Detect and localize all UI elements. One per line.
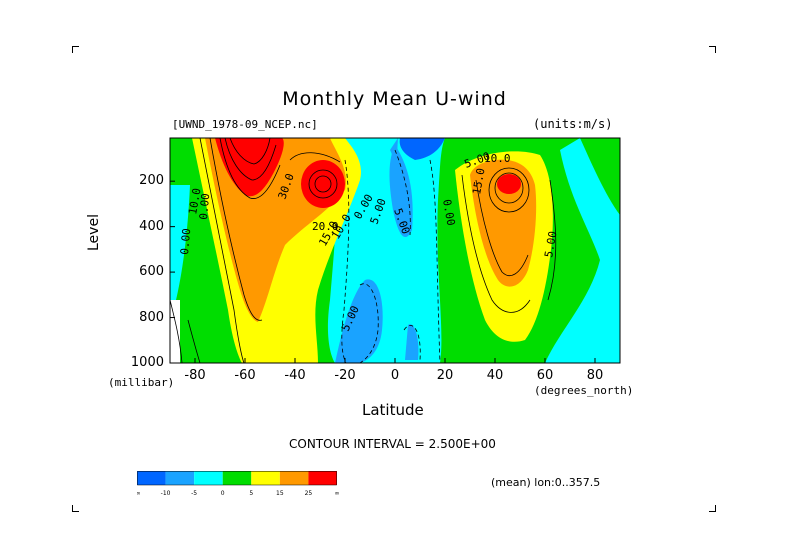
colorbar-swatch [222, 471, 252, 485]
x-tick-label: -60 [234, 368, 256, 383]
lower-tropical-blue [335, 279, 383, 363]
units-label: (units:m/s) [533, 117, 613, 131]
chart-title: Monthly Mean U-wind [282, 88, 507, 110]
x-tick-label: 40 [486, 368, 504, 383]
y-tick-label: 600 [139, 264, 164, 280]
crop-mark-bottom-left [72, 505, 79, 512]
upper-tropical-blue [389, 145, 413, 238]
colorbar-swatch [251, 471, 280, 485]
x-unit-label: (degrees_north) [534, 384, 634, 397]
x-tick-label: -80 [184, 368, 206, 383]
contour-label: 10.0 [484, 152, 511, 165]
axis-ticks [170, 180, 596, 364]
x-axis-label: Latitude [362, 401, 424, 419]
y-unit-label: (millibar) [108, 376, 175, 389]
y-tick-label: 800 [139, 309, 164, 325]
colorbar-swatch [137, 471, 166, 485]
colorbar: -∞ -10 -5 0 5 15 25 ∞ [137, 471, 340, 497]
colorbar-tick-label: 5 [249, 490, 253, 497]
crop-mark-top-left [72, 46, 79, 53]
contour-label: 0.00 [197, 193, 212, 221]
colorbar-swatch [279, 471, 309, 485]
colorbar-tick-label: 25 [305, 490, 313, 497]
upper-easterly-dark-blue [399, 138, 445, 160]
y-tick-label: 1000 [130, 355, 164, 370]
y-tick-label: 200 [139, 173, 164, 189]
mean-label: (mean) lon:0..357.5 [491, 476, 601, 489]
x-tick-label: -40 [284, 368, 306, 383]
contour-interval-label: CONTOUR INTERVAL = 2.500E+00 [289, 437, 496, 451]
colorbar-swatch [194, 471, 223, 485]
colorbar-tick-label: -∞ [137, 490, 141, 497]
northern-jet-core-red [497, 174, 521, 194]
polar-night-jet-red [215, 138, 284, 197]
antarctic-cyan [170, 185, 190, 300]
x-tick-label: 20 [436, 368, 454, 383]
colorbar-tick-label: 0 [221, 490, 225, 497]
negative-contour-lines [341, 149, 441, 363]
contour-label: 20.0 [312, 220, 339, 233]
x-tick-label: 0 [390, 368, 400, 383]
x-tick-label: -20 [334, 368, 356, 383]
contour-lines [170, 138, 557, 363]
contour-label: 0.00 [178, 228, 193, 256]
subtropical-jet-core-red [301, 160, 345, 208]
northern-jet-orange [470, 159, 537, 287]
colorbar-frame [137, 471, 337, 486]
crop-mark-bottom-right [709, 505, 716, 512]
x-tick-label: 60 [536, 368, 554, 383]
no-data-region [170, 300, 180, 363]
contour-label: 10.0 [186, 187, 203, 215]
colorbar-tick-label: ∞ [335, 490, 340, 497]
colorbar-tick-label: 15 [276, 490, 284, 497]
dataset-label: [UWND_1978-09_NCEP.nc] [172, 118, 318, 131]
crop-mark-top-right [709, 46, 716, 53]
contour-label: 15.0 [470, 167, 487, 195]
colorbar-tick-label: -5 [191, 490, 197, 497]
arctic-cyan [545, 138, 620, 363]
contour-label: 0.00 [440, 198, 457, 226]
x-tick-label: 80 [586, 368, 604, 383]
contour-label: 5.00 [542, 230, 559, 258]
y-tick-label: 400 [139, 218, 164, 234]
colorbar-swatch [308, 471, 337, 485]
colorbar-swatch [165, 471, 195, 485]
colorbar-tick-label: -10 [161, 490, 171, 497]
